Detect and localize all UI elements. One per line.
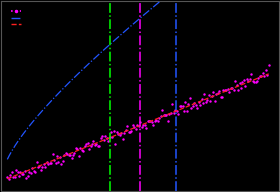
Legend: , , : , , [10, 8, 24, 28]
